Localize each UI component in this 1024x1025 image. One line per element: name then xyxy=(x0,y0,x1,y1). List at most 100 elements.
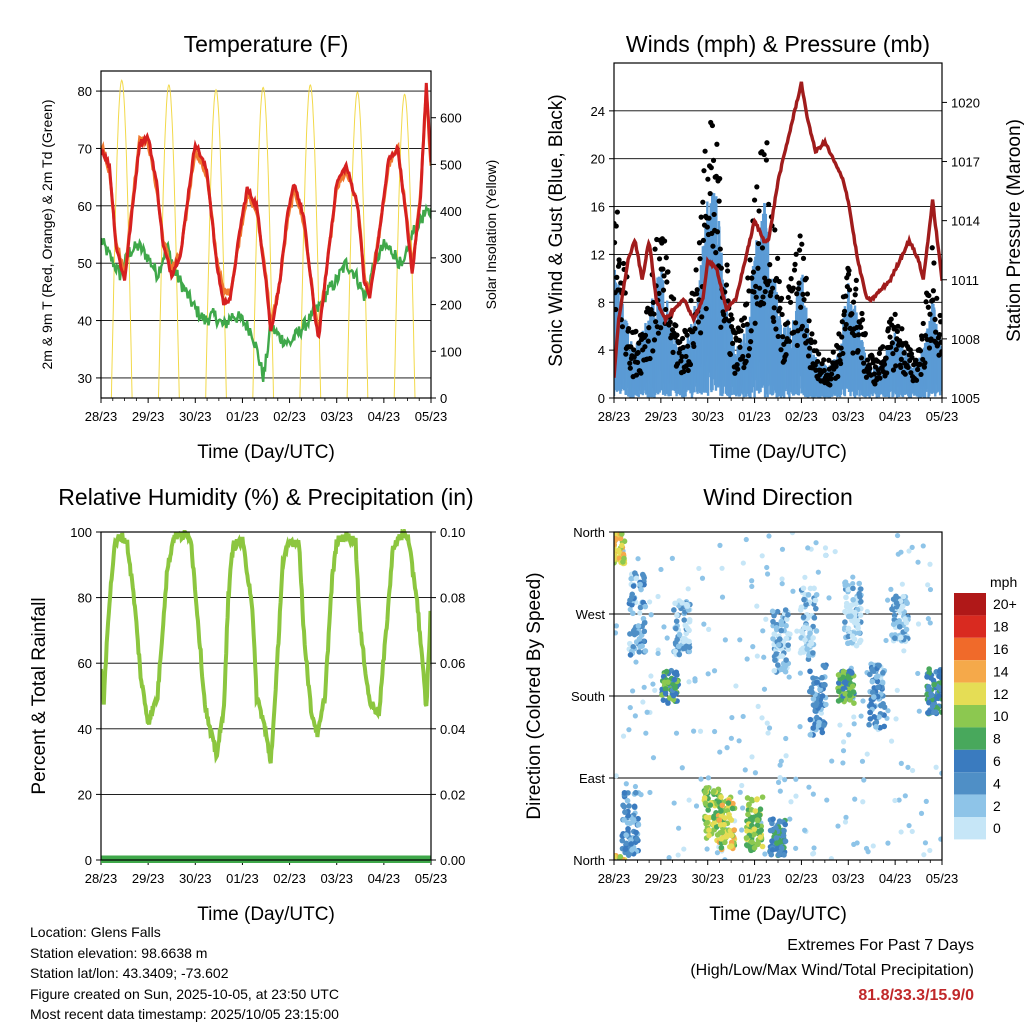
temp-xtick-label: 05/23 xyxy=(415,409,448,424)
gust-point xyxy=(893,363,899,369)
direction-point xyxy=(758,827,764,834)
gust-point xyxy=(893,347,899,353)
dir-xtick-label: 28/23 xyxy=(598,871,631,886)
direction-point xyxy=(652,687,658,693)
direction-point xyxy=(679,600,686,606)
temp-plot-area xyxy=(101,79,431,398)
gust-point xyxy=(734,362,740,368)
direction-point xyxy=(929,703,936,709)
direction-point xyxy=(635,822,642,828)
direction-point xyxy=(807,732,814,738)
gust-point xyxy=(800,291,806,297)
direction-point xyxy=(674,636,680,643)
gust-point xyxy=(623,351,629,357)
gust-point xyxy=(757,285,763,291)
direction-point xyxy=(933,709,939,715)
rh-ytick-label: 60 xyxy=(78,656,92,671)
temp-xtick-label: 01/23 xyxy=(226,409,259,424)
direction-point xyxy=(614,541,617,548)
direction-point xyxy=(815,569,821,575)
direction-point xyxy=(717,749,723,755)
direction-point xyxy=(682,645,688,651)
direction-point xyxy=(840,748,847,754)
direction-point xyxy=(785,646,792,652)
direction-point xyxy=(818,710,825,716)
direction-point xyxy=(802,574,808,580)
wind-xtick-label: 01/23 xyxy=(738,409,771,424)
direction-point xyxy=(870,694,877,700)
direction-point xyxy=(620,551,627,558)
direction-point xyxy=(835,672,842,678)
direction-point xyxy=(759,715,765,721)
direction-point xyxy=(642,603,649,610)
direction-point xyxy=(854,840,860,846)
direction-point xyxy=(686,644,693,651)
direction-point xyxy=(925,582,931,588)
direction-point xyxy=(771,631,778,637)
direction-point xyxy=(842,580,848,586)
direction-point xyxy=(868,701,874,707)
direction-point xyxy=(640,699,646,705)
direction-point xyxy=(778,627,785,634)
direction-point xyxy=(903,626,910,633)
temp-title: Temperature (F) xyxy=(184,31,349,57)
temp-xtick-label: 28/23 xyxy=(85,409,118,424)
direction-point xyxy=(693,803,700,809)
gust-point xyxy=(786,338,793,344)
temp-ytick-right-label: 300 xyxy=(440,251,462,266)
direction-point xyxy=(835,823,841,829)
gust-point xyxy=(698,214,704,220)
direction-point xyxy=(850,585,856,592)
direction-point xyxy=(909,544,915,550)
direction-point xyxy=(614,623,620,629)
rh-ytick-right-label: 0.08 xyxy=(440,591,465,606)
direction-point xyxy=(779,576,785,582)
wind-ytick-label: 8 xyxy=(598,295,605,310)
direction-point xyxy=(857,612,864,618)
direction-point xyxy=(873,674,880,680)
direction-point xyxy=(756,812,763,818)
direction-point xyxy=(769,838,775,844)
direction-point xyxy=(751,826,758,832)
gust-point xyxy=(647,355,653,362)
direction-point xyxy=(885,840,891,846)
temp-ytick-label: 40 xyxy=(78,314,92,329)
direction-point xyxy=(619,542,625,549)
direction-point xyxy=(783,657,789,663)
colorbar-label: 18 xyxy=(993,619,1009,635)
direction-point xyxy=(785,612,791,618)
gust-point xyxy=(853,277,859,283)
gust-point xyxy=(674,361,681,367)
gust-point xyxy=(913,377,920,383)
direction-point xyxy=(898,634,904,641)
direction-point xyxy=(764,571,771,577)
direction-point xyxy=(814,714,820,721)
gust-point xyxy=(744,321,750,327)
direction-point xyxy=(759,553,765,559)
gust-point xyxy=(633,328,639,334)
direction-point xyxy=(867,709,873,716)
direction-point xyxy=(620,802,626,809)
gust-point xyxy=(803,275,809,281)
gust-point xyxy=(791,329,797,335)
direction-point xyxy=(632,783,639,790)
direction-point xyxy=(637,604,644,611)
gust-point xyxy=(694,287,700,293)
gust-point xyxy=(898,356,904,362)
direction-point xyxy=(706,827,712,833)
rh-xtick-label: 05/23 xyxy=(415,871,448,886)
direction-point xyxy=(857,586,864,592)
gust-point xyxy=(846,287,853,293)
station-elevation: Station elevation: 98.6638 m xyxy=(30,944,208,961)
direction-point xyxy=(663,668,670,675)
dir-xtick-label: 05/23 xyxy=(926,871,959,886)
rh-xtick-label: 28/23 xyxy=(85,871,118,886)
direction-point xyxy=(810,635,816,641)
direction-point xyxy=(647,599,653,605)
direction-point xyxy=(768,851,775,858)
direction-point xyxy=(782,777,788,783)
direction-point xyxy=(820,681,827,688)
gust-point xyxy=(804,291,811,297)
gust-point xyxy=(933,329,939,335)
gust-point xyxy=(876,370,882,377)
